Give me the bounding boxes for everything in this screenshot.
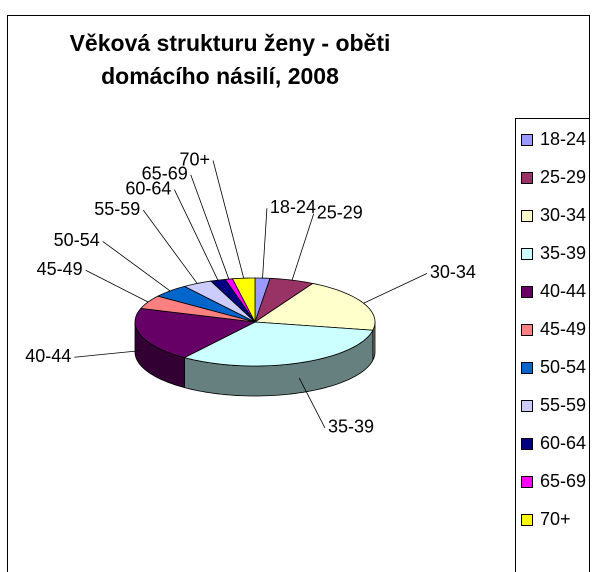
legend-label: 60-64 bbox=[540, 433, 586, 453]
legend-label: 40-44 bbox=[540, 281, 586, 301]
leader-line bbox=[298, 377, 326, 429]
legend-label: 45-49 bbox=[540, 319, 586, 339]
data-label: 40-44 bbox=[25, 346, 71, 366]
slice bbox=[134, 307, 257, 359]
slice bbox=[156, 285, 256, 323]
data-label: 30-34 bbox=[430, 262, 476, 282]
legend-swatch bbox=[521, 438, 533, 450]
legend-label: 70+ bbox=[540, 509, 571, 529]
data-label: 65-69 bbox=[142, 163, 188, 183]
slice bbox=[183, 321, 374, 367]
leader-line bbox=[262, 208, 268, 279]
leader-line bbox=[142, 209, 198, 284]
data-label: 55-59 bbox=[94, 199, 140, 219]
legend bbox=[515, 118, 590, 572]
data-label: 25-29 bbox=[317, 202, 363, 222]
leader-line bbox=[212, 160, 245, 279]
legend-swatch bbox=[521, 400, 533, 412]
leader-line bbox=[291, 213, 315, 281]
leader-line bbox=[85, 269, 149, 303]
legend-label: 55-59 bbox=[540, 395, 586, 415]
data-label: 35-39 bbox=[328, 417, 374, 437]
legend-swatch bbox=[521, 248, 533, 260]
legend-label: 18-24 bbox=[540, 129, 586, 149]
slice bbox=[254, 277, 314, 323]
chart-title: Věková strukturu ženy - oběti domácího ná… bbox=[70, 30, 391, 89]
slice bbox=[183, 280, 256, 323]
legend-swatch bbox=[521, 324, 533, 336]
legend-swatch bbox=[521, 514, 533, 526]
data-label: 70+ bbox=[180, 149, 211, 169]
slice bbox=[253, 283, 376, 331]
legend-swatch bbox=[521, 362, 533, 374]
leader-line bbox=[102, 241, 171, 292]
leader-line bbox=[74, 350, 141, 358]
legend-label: 35-39 bbox=[540, 243, 586, 263]
legend-label: 25-29 bbox=[540, 167, 586, 187]
legend-label: 50-54 bbox=[540, 357, 586, 377]
legend-label: 30-34 bbox=[540, 205, 586, 225]
data-label: 60-64 bbox=[125, 178, 171, 198]
slice bbox=[140, 295, 256, 323]
legend-swatch bbox=[521, 286, 533, 298]
legend-swatch bbox=[521, 476, 533, 488]
data-label: 45-49 bbox=[37, 259, 83, 279]
legend-swatch bbox=[521, 172, 533, 184]
legend-swatch bbox=[521, 134, 533, 146]
leader-line bbox=[174, 189, 219, 281]
data-label: 18-24 bbox=[270, 197, 316, 217]
leader-line bbox=[363, 273, 428, 304]
leader-line bbox=[190, 174, 230, 280]
legend-swatch bbox=[521, 210, 533, 222]
legend-label: 65-69 bbox=[540, 471, 586, 491]
data-label: 50-54 bbox=[54, 230, 100, 250]
